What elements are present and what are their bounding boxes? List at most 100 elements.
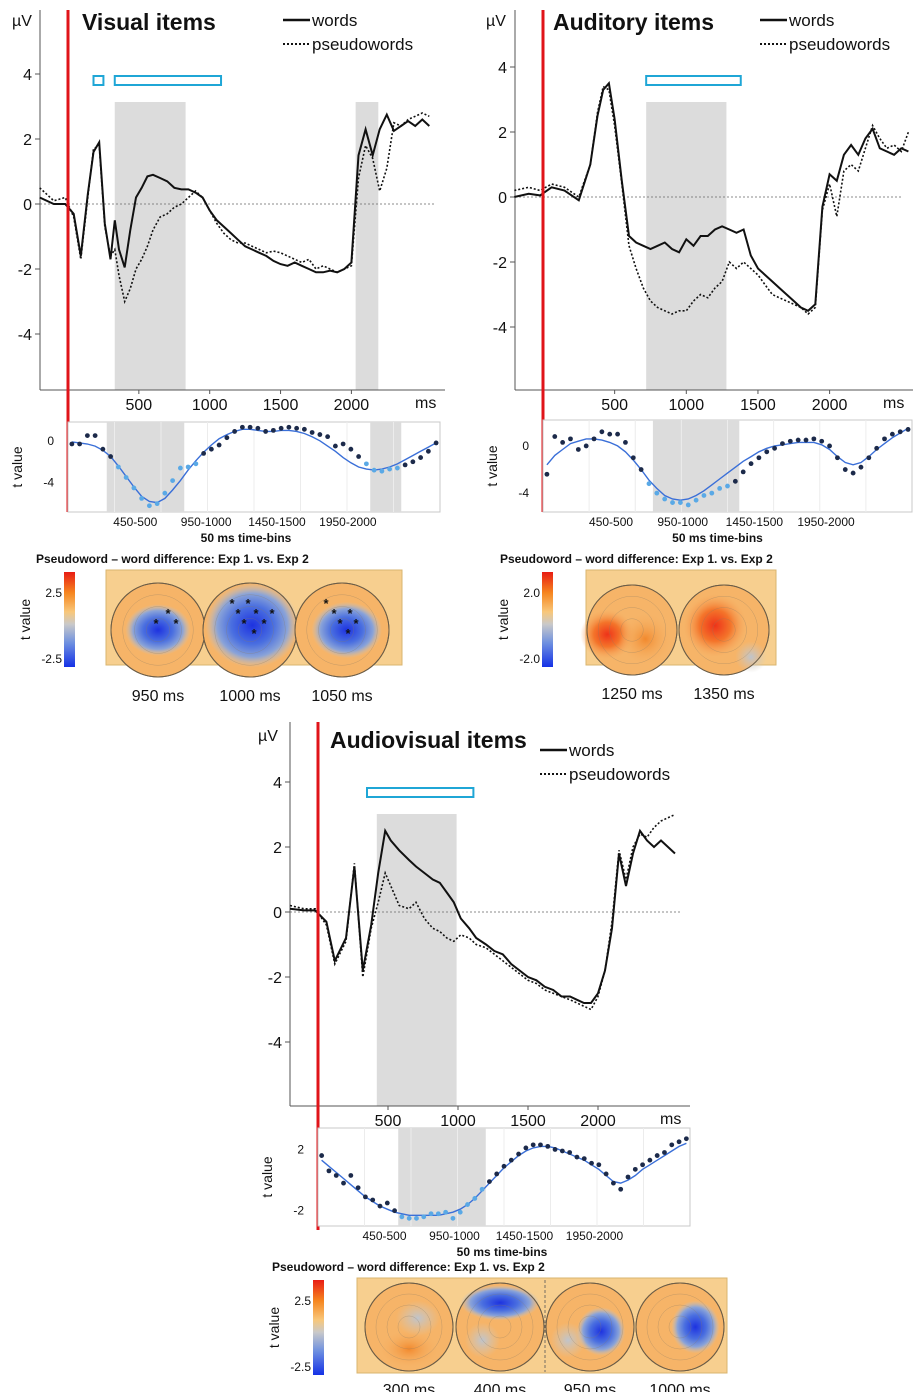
tvalue-dot — [216, 442, 222, 448]
x-tick-label: 500 — [375, 1113, 402, 1130]
tvalue-dot — [654, 490, 660, 496]
tvalue-dot — [108, 454, 114, 459]
y-unit-label: µV — [486, 13, 506, 30]
colorbar-tick-low: -2.0 — [519, 652, 540, 666]
head-map-contour — [205, 583, 300, 668]
legend-words: words — [568, 741, 614, 760]
x-tick-label: 2000 — [580, 1113, 616, 1130]
tvalue-dot — [370, 1197, 376, 1203]
tvalue-dot — [428, 1211, 434, 1217]
tvalue-dot — [866, 455, 872, 461]
tvalue-dot — [255, 425, 261, 431]
tvalue-dot — [662, 496, 668, 502]
head-map-isoline — [386, 1304, 432, 1350]
significant-electrode-marker: * — [165, 606, 171, 621]
y-tick-label: 4 — [498, 60, 507, 77]
tvalue-dot — [371, 467, 377, 473]
x-tick-label: 1500 — [263, 397, 299, 414]
x-tick-label: 1500 — [740, 397, 776, 414]
tvalue-dot — [177, 465, 183, 471]
head-map-contour — [671, 1300, 720, 1354]
tvalue-dot — [193, 461, 199, 467]
tvalue-dot — [348, 446, 354, 452]
significant-electrode-marker: * — [241, 616, 247, 631]
tvalue-axis-label: t value — [259, 1156, 275, 1197]
colorbar-tick-high: 2.5 — [45, 586, 62, 600]
head-map-contour — [311, 601, 382, 659]
bin-tick-label: 950-1000 — [657, 515, 708, 529]
tvalue-dot — [615, 431, 620, 437]
x-unit-label: ms — [883, 395, 904, 412]
tvalue-dot — [732, 478, 738, 484]
head-outline — [364, 1282, 454, 1372]
auditory-panel: 4 2 0 -2 -4 500 1000 1500 2000 ms µV Auditory items… — [484, 9, 913, 703]
cluster-bar — [645, 75, 742, 86]
tvalue-dot — [301, 426, 307, 432]
tvalue-dot — [170, 478, 176, 484]
tvalue-dot — [355, 1185, 361, 1191]
tvalue-dot — [348, 1173, 354, 1178]
tvalue-dot — [154, 501, 160, 507]
bin-tick-label: 1950-2000 — [319, 515, 377, 529]
panel-title: Visual items — [82, 9, 216, 35]
head-map-isoline — [318, 606, 366, 654]
tvalue-dot — [583, 443, 589, 449]
head-map-contour — [576, 1307, 626, 1356]
legend-words: words — [311, 11, 357, 30]
y-unit-label: µV — [258, 728, 278, 745]
bin-tick-label: 1950-2000 — [566, 1229, 624, 1243]
significant-electrode-marker: * — [245, 596, 251, 611]
tvalue-dot — [115, 464, 121, 470]
tvalue-dot — [552, 434, 558, 439]
bin-tick-label: 950-1000 — [181, 515, 232, 529]
head-map-isoline — [690, 596, 758, 664]
tvalue-dot — [325, 434, 331, 440]
y-tick-label: -2 — [268, 970, 282, 987]
tvalue-dot — [670, 500, 675, 505]
series-words — [289, 827, 676, 1004]
tvalue-dot — [356, 454, 362, 459]
significance-window — [355, 102, 379, 390]
tvalue-dot — [224, 435, 230, 441]
tvalue-dot — [858, 464, 864, 470]
legend-pseudowords: pseudowords — [569, 765, 670, 784]
bin-tick-label: 450-500 — [113, 515, 157, 529]
x-tick-label: 2000 — [334, 397, 370, 414]
tvalue-dot — [568, 436, 573, 442]
cluster-bar — [92, 75, 105, 86]
tvalue-dot — [394, 465, 400, 471]
tvalue-dot — [607, 431, 613, 437]
head-map-isoline — [488, 1315, 512, 1339]
tvalue-dot — [654, 1153, 660, 1158]
topo-time-label: 1250 ms — [601, 686, 662, 703]
tvalue-dot — [472, 1196, 478, 1201]
tvalue-dot — [263, 429, 269, 434]
head-map-contour — [550, 1322, 586, 1358]
tvalue-dot — [414, 1215, 419, 1221]
tvalue-dot — [683, 1136, 689, 1142]
tvalue-dot — [575, 447, 581, 452]
tvalue-dot — [494, 1171, 500, 1177]
head-map-isoline — [134, 606, 182, 654]
tvalue-dot — [850, 470, 856, 476]
tvalue-dot — [819, 438, 825, 444]
x-unit-label: ms — [660, 1111, 681, 1128]
tvalue-axis-label: t value — [9, 446, 25, 487]
colorbar — [542, 572, 553, 667]
tvalue-dot — [232, 429, 238, 434]
head-map-isoline — [330, 618, 354, 642]
tvalue-dot — [425, 448, 431, 454]
tvalue-dot — [69, 441, 75, 447]
tvalue-dot — [239, 424, 245, 430]
tvalue-dot — [286, 424, 292, 430]
tvalue-dot — [278, 425, 284, 431]
tvalue-dot — [559, 1148, 565, 1154]
head-map-isoline — [668, 1315, 692, 1339]
head-outline — [586, 584, 678, 676]
tvalue-dot — [596, 1162, 602, 1168]
tvalue-dot — [332, 443, 338, 449]
y-tick-label: 2 — [498, 125, 507, 142]
cluster-bar — [113, 75, 223, 86]
series-words — [514, 81, 909, 312]
